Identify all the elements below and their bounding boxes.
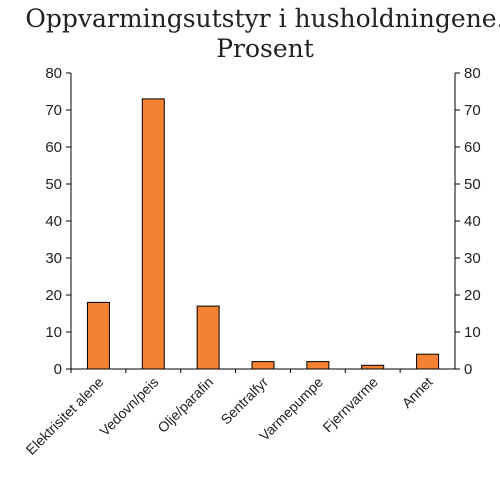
y-tick-label-right: 10 bbox=[464, 324, 481, 341]
y-tick-label-right: 30 bbox=[464, 250, 481, 267]
y-tick-label-right: 40 bbox=[464, 213, 481, 230]
category-label: Fjernvarme bbox=[319, 374, 381, 436]
y-tick-label-left: 40 bbox=[45, 213, 62, 230]
y-tick-label-left: 10 bbox=[45, 324, 62, 341]
chart-title-line-1: Oppvarmingsutstyr i husholdningene. bbox=[25, 4, 500, 33]
bar-2 bbox=[196, 305, 220, 370]
category-label: Sentralfyr bbox=[217, 374, 271, 428]
bar-6 bbox=[416, 353, 440, 370]
y-tick-label-left: 50 bbox=[45, 176, 62, 193]
chart-title-line-2: Prosent bbox=[216, 34, 314, 63]
category-label: Olje/parafin bbox=[154, 374, 216, 436]
y-tick-label-left: 80 bbox=[45, 65, 62, 82]
y-tick-label-left: 0 bbox=[54, 361, 62, 378]
category-label: Elektrisitet alene bbox=[23, 374, 107, 458]
bar-0 bbox=[86, 301, 110, 370]
y-tick-label-right: 80 bbox=[464, 65, 481, 82]
bar-5 bbox=[361, 364, 385, 370]
y-tick-label-left: 60 bbox=[45, 139, 62, 156]
category-label: Annet bbox=[399, 374, 436, 411]
y-tick-label-right: 70 bbox=[464, 102, 481, 119]
y-tick-label-right: 60 bbox=[464, 139, 481, 156]
y-tick-label-left: 70 bbox=[45, 102, 62, 119]
bar-4 bbox=[306, 361, 330, 370]
category-label: Vedovn/peis bbox=[96, 374, 161, 439]
y-tick-label-right: 0 bbox=[464, 361, 472, 378]
y-tick-label-left: 30 bbox=[45, 250, 62, 267]
plot-area: 0 0 10 10 20 20 30 30 40 40 50 50 60 60 70 70 80 80 Elektr… bbox=[23, 65, 481, 458]
y-tick-label-right: 20 bbox=[464, 287, 481, 304]
y-tick-label-left: 20 bbox=[45, 287, 62, 304]
bar-1 bbox=[141, 98, 165, 370]
y-tick-label-right: 50 bbox=[464, 176, 481, 193]
bar-3 bbox=[251, 361, 275, 370]
